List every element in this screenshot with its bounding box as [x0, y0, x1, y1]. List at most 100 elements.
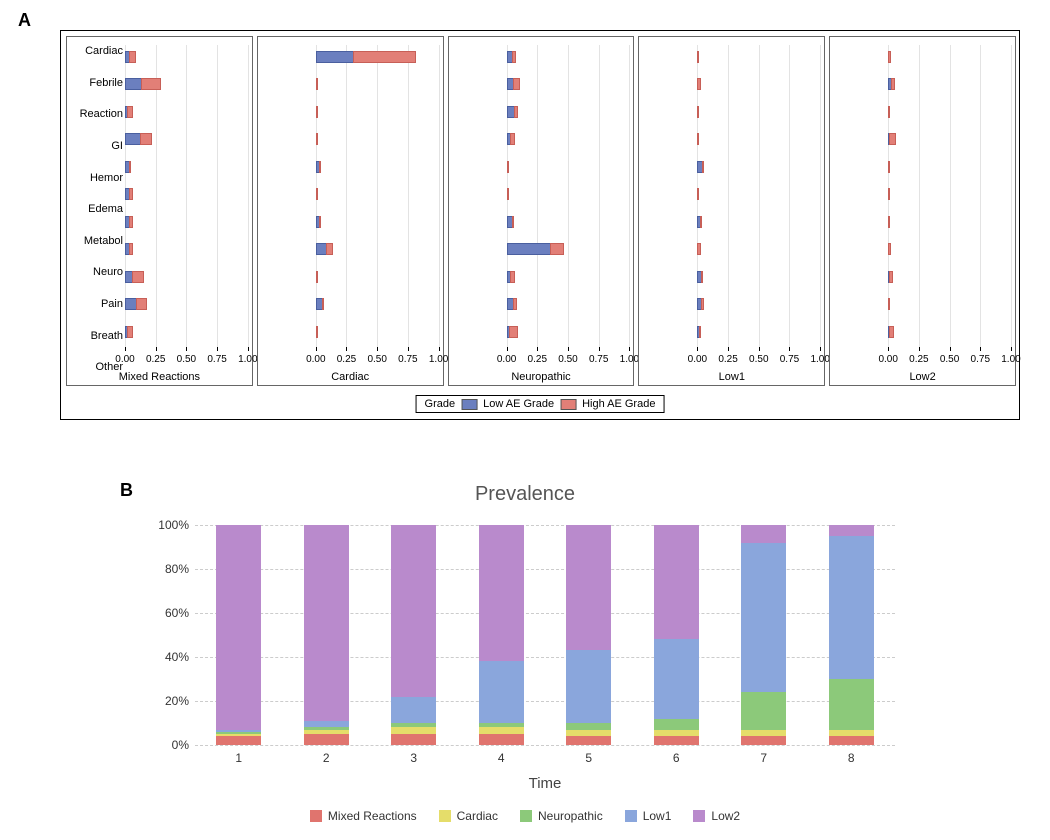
xtick: 8	[848, 751, 855, 765]
bar-high	[699, 326, 701, 338]
xtick: 0.25	[528, 354, 547, 365]
bar-high	[136, 298, 147, 310]
bar-high	[702, 161, 704, 173]
category-label: GI	[69, 140, 123, 172]
category-label: Febrile	[69, 77, 123, 109]
xtick: 0.00	[497, 354, 516, 365]
segment-low1	[479, 661, 524, 723]
xtick: 0.25	[146, 354, 165, 365]
segment-mixed-reactions	[654, 736, 699, 745]
segment-mixed-reactions	[216, 736, 261, 745]
bar-high	[319, 161, 321, 173]
bar-high	[512, 51, 516, 63]
bar-high	[889, 271, 892, 283]
segment-cardiac	[216, 734, 261, 736]
bar-high	[127, 326, 133, 338]
bar-high	[701, 271, 703, 283]
bar-high	[316, 188, 318, 200]
segment-neuropathic	[304, 727, 349, 729]
segment-low1	[654, 639, 699, 718]
category-label: Hemor	[69, 172, 123, 204]
bar-high	[697, 78, 700, 90]
bar-high	[319, 216, 321, 228]
bar-high	[510, 271, 514, 283]
legend-label-low: Low AE Grade	[483, 398, 554, 410]
segment-low2	[566, 525, 611, 650]
bar-high	[888, 51, 891, 63]
bar-high	[889, 326, 893, 338]
facet-mixed-reactions: CardiacFebrileReactionGIHemorEdemaMetabo…	[66, 36, 253, 386]
bar-high	[129, 243, 133, 255]
bar-high	[129, 161, 131, 173]
segment-neuropathic	[479, 723, 524, 727]
segment-low2	[216, 525, 261, 730]
legend-swatch	[520, 810, 532, 822]
xtick: 0.00	[115, 354, 134, 365]
facet-neuropathic: 0.000.250.500.751.00Neuropathic	[448, 36, 635, 386]
legend-swatch-low	[461, 399, 477, 410]
bar-high	[141, 78, 161, 90]
segment-cardiac	[391, 727, 436, 734]
bar-low	[316, 51, 355, 63]
segment-neuropathic	[654, 719, 699, 730]
segment-mixed-reactions	[566, 736, 611, 745]
facet-low1: 0.000.250.500.751.00Low1	[638, 36, 825, 386]
bar-high	[316, 78, 318, 90]
facet-title: Mixed Reactions	[67, 371, 252, 383]
bar-high	[889, 133, 896, 145]
segment-cardiac	[479, 727, 524, 734]
segment-neuropathic	[216, 732, 261, 734]
segment-low2	[829, 525, 874, 536]
segment-mixed-reactions	[829, 736, 874, 745]
stacked-bar: 6	[654, 525, 699, 745]
panel-b-title: Prevalence	[145, 483, 905, 506]
legend-swatch	[693, 810, 705, 822]
category-label: Neuro	[69, 266, 123, 298]
segment-neuropathic	[391, 723, 436, 727]
bar-high	[129, 188, 133, 200]
legend-swatch-high	[560, 399, 576, 410]
xtick: 1.00	[620, 354, 639, 365]
category-label: Edema	[69, 203, 123, 235]
segment-neuropathic	[741, 692, 786, 729]
xtick: 0.25	[718, 354, 737, 365]
legend-swatch	[310, 810, 322, 822]
ytick: 40%	[165, 650, 189, 664]
panel-a: CardiacFebrileReactionGIHemorEdemaMetabo…	[60, 30, 1020, 420]
category-label: Metabol	[69, 235, 123, 267]
bar-low	[507, 243, 552, 255]
bar-high	[140, 133, 152, 145]
xtick: 7	[760, 751, 767, 765]
panel-a-legend: Grade Low AE Grade High AE Grade	[416, 395, 665, 413]
segment-low1	[829, 536, 874, 679]
panel-b-legend: Mixed ReactionsCardiacNeuropathicLow1Low…	[145, 809, 905, 823]
segment-neuropathic	[829, 679, 874, 730]
bar-high	[512, 216, 514, 228]
bar-high	[316, 326, 318, 338]
legend-swatch	[439, 810, 451, 822]
xtick: 0.00	[688, 354, 707, 365]
xtick: 2	[323, 751, 330, 765]
x-axis-title: Time	[195, 775, 895, 792]
bar-high	[316, 133, 318, 145]
ytick: 20%	[165, 694, 189, 708]
xtick: 0.00	[878, 354, 897, 365]
bar-high	[697, 188, 699, 200]
bar-high	[507, 161, 509, 173]
xtick: 1.00	[238, 354, 257, 365]
legend-item: Neuropathic	[520, 809, 603, 823]
stacked-bar: 7	[741, 525, 786, 745]
ytick: 100%	[158, 518, 189, 532]
xtick: 1	[235, 751, 242, 765]
xtick: 0.75	[398, 354, 417, 365]
bar-high	[513, 298, 517, 310]
panel-b-label: B	[120, 480, 133, 501]
bar-high	[326, 243, 333, 255]
segment-mixed-reactions	[304, 734, 349, 745]
xtick: 0.75	[589, 354, 608, 365]
bar-high	[316, 271, 318, 283]
bar-high	[697, 243, 700, 255]
ytick: 80%	[165, 562, 189, 576]
bar-high	[322, 298, 324, 310]
stacked-bar: 4	[479, 525, 524, 745]
